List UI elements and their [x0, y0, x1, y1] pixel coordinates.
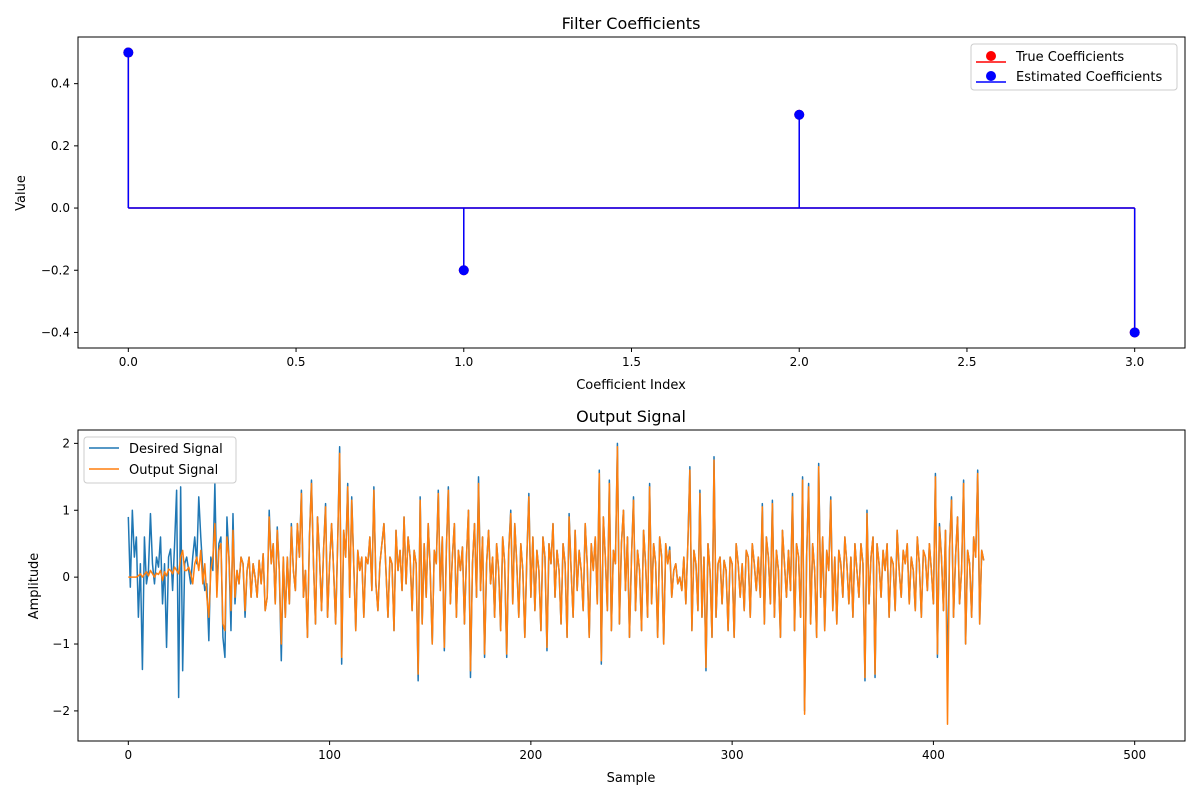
y-tick-label: 0.4 [51, 77, 70, 91]
y-tick-label: −0.2 [41, 263, 70, 277]
axis-ticks: 0 100 200 300 400 500 −2 −1 0 1 2 [52, 436, 1146, 762]
filter-coefficients-chart: Filter Coefficients Coefficient Index Va… [14, 14, 1186, 393]
legend-label: True Coefficients [1015, 50, 1124, 65]
y-tick-label: 0.0 [51, 201, 70, 215]
axis-ticks: 0.0 0.5 1.0 1.5 2.0 2.5 3.0 −0.4 −0.2 0.0 0.2 0.4 [41, 77, 1144, 369]
x-tick-label: 0 [124, 748, 132, 762]
legend-swatch-marker [986, 51, 996, 61]
legend-entry-desired-signal: Desired Signal [89, 442, 223, 457]
x-tick-label: 500 [1123, 748, 1146, 762]
series-estimated-coefficients [123, 47, 1140, 338]
legend: True Coefficients Estimated Coefficients [970, 43, 1178, 91]
series-line-output-signal [128, 445, 985, 726]
stem-marker [1129, 327, 1140, 338]
legend-frame [83, 436, 237, 484]
x-tick-label: 0.0 [119, 355, 138, 369]
x-tick-label: 0.5 [286, 355, 305, 369]
x-tick-label: 1.5 [622, 355, 641, 369]
output-signal-chart: Output Signal Sample Amplitude 0 100 200 30… [27, 407, 1186, 786]
y-axis-label: Amplitude [27, 553, 42, 620]
y-tick-label: 0 [62, 570, 70, 584]
y-tick-label: −2 [52, 704, 70, 718]
legend-entry-estimated-coefficients: Estimated Coefficients [976, 70, 1162, 85]
x-tick-label: 100 [318, 748, 341, 762]
chart-title: Output Signal [576, 407, 686, 426]
legend-entry-true-coefficients: True Coefficients [976, 50, 1124, 65]
legend: Desired Signal Output Signal [83, 436, 237, 484]
stem-marker [123, 47, 134, 58]
y-tick-label: −1 [52, 637, 70, 651]
chart-title: Filter Coefficients [562, 14, 701, 33]
y-tick-label: 1 [62, 503, 70, 517]
axes-frame [77, 429, 1186, 742]
legend-label: Desired Signal [129, 442, 223, 457]
x-axis-label: Sample [607, 771, 656, 786]
legend-label: Output Signal [129, 463, 218, 478]
x-tick-label: 1.0 [454, 355, 473, 369]
stem-marker [794, 109, 805, 120]
y-tick-label: 2 [62, 436, 70, 450]
legend-swatch-marker [986, 71, 996, 81]
y-tick-label: 0.2 [51, 139, 70, 153]
legend-frame [970, 43, 1178, 91]
x-tick-label: 3.0 [1125, 355, 1144, 369]
y-tick-label: −0.4 [41, 325, 70, 339]
plot-area [123, 47, 1140, 338]
x-tick-label: 200 [519, 748, 542, 762]
stem-marker [458, 265, 469, 276]
x-axis-label: Coefficient Index [576, 378, 686, 393]
y-axis-label: Value [14, 175, 29, 211]
legend-label: Estimated Coefficients [1016, 70, 1162, 85]
plot-area [127, 442, 985, 726]
x-tick-label: 300 [721, 748, 744, 762]
x-tick-label: 400 [922, 748, 945, 762]
legend-entry-output-signal: Output Signal [89, 463, 218, 478]
x-tick-label: 2.0 [790, 355, 809, 369]
x-tick-label: 2.5 [957, 355, 976, 369]
